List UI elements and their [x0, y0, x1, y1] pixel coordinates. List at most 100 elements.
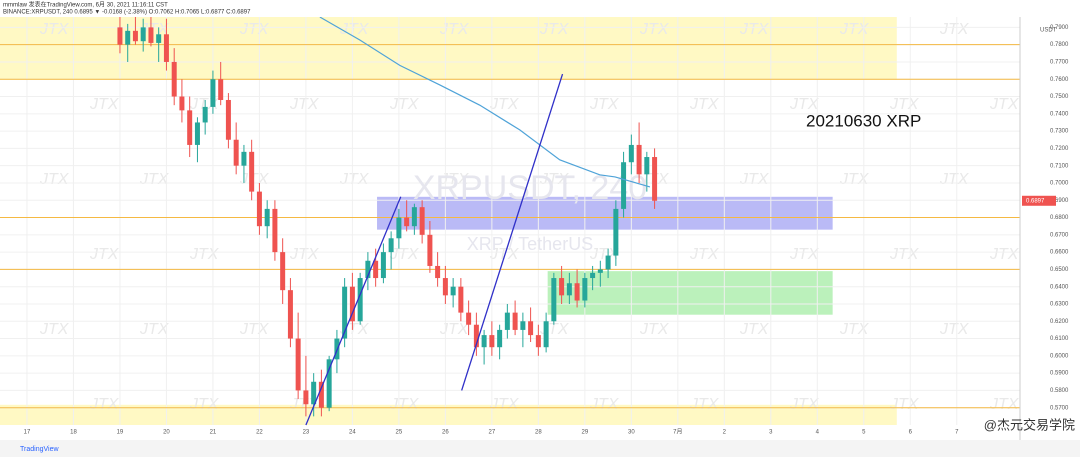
y-tick-label: 0.7000 [1050, 181, 1069, 187]
candle-body [125, 30, 131, 45]
candle-body [342, 286, 348, 339]
logo-watermark: JTX [989, 396, 1020, 413]
candle-body [481, 335, 487, 348]
logo-watermark: JTX [189, 246, 220, 263]
candle-body [442, 278, 448, 296]
candle-body [295, 338, 301, 391]
logo-watermark: JTX [939, 321, 970, 338]
candle-body [582, 278, 588, 301]
logo-watermark: JTX [39, 321, 70, 338]
candle-body [566, 283, 572, 296]
candle-body [357, 278, 363, 322]
candle-body [326, 359, 332, 408]
x-tick-label: 20 [163, 430, 170, 436]
candle-body [233, 139, 239, 166]
candle-body [349, 286, 355, 322]
candle-body [179, 96, 185, 111]
candle-body [388, 238, 394, 253]
y-tick-label: 0.6000 [1050, 353, 1069, 359]
y-tick-label: 0.6200 [1050, 319, 1069, 325]
logo-watermark: JTX [39, 21, 70, 38]
x-tick-label: 7月 [673, 429, 682, 436]
candle-body [528, 321, 534, 336]
zone [547, 271, 833, 315]
logo-watermark: JTX [789, 96, 820, 113]
y-tick-label: 0.7600 [1050, 77, 1069, 83]
logo-watermark: JTX [339, 21, 370, 38]
x-tick-label: 7 [955, 430, 959, 436]
logo-watermark: JTX [439, 171, 470, 188]
x-tick-label: 24 [349, 430, 356, 436]
logo-watermark: JTX [89, 246, 120, 263]
logo: TradingView [20, 446, 59, 453]
candle-body [466, 312, 472, 325]
candle-body [225, 99, 231, 140]
candle-body [287, 290, 293, 339]
logo-watermark: JTX [789, 396, 820, 413]
candle-body [272, 208, 278, 253]
candle-body [311, 381, 317, 405]
candle-body [590, 272, 596, 279]
candle-body [202, 106, 208, 123]
x-tick-label: 25 [396, 430, 403, 436]
logo-watermark: JTX [589, 246, 620, 263]
candle-body [380, 252, 386, 279]
logo-watermark: JTX [839, 171, 870, 188]
candle-body [559, 278, 565, 296]
candle-body [264, 208, 270, 227]
x-tick-label: 27 [489, 430, 496, 436]
candle-body [473, 324, 479, 348]
x-tick-label: 18 [70, 430, 77, 436]
y-tick-label: 0.7400 [1050, 111, 1069, 117]
logo-watermark: JTX [239, 21, 270, 38]
header-line: mmmlaw 发表在TradingView.com, 6月 30, 2021 1… [3, 1, 168, 9]
candle-body [512, 312, 518, 330]
last-price-box [1022, 195, 1056, 206]
candle-body [171, 61, 177, 97]
logo-watermark: JTX [289, 246, 320, 263]
logo-watermark: JTX [439, 321, 470, 338]
trendline [305, 196, 402, 426]
candle-body [504, 312, 510, 330]
candle-body [117, 27, 123, 45]
logo-watermark: JTX [589, 96, 620, 113]
candle-body [613, 208, 619, 256]
candle-body [636, 144, 642, 175]
candle-body [373, 260, 379, 279]
annotation: 20210630 XRP [806, 111, 921, 130]
candle-body [249, 151, 255, 192]
candle-body [628, 144, 634, 163]
footer-watermark: @杰元交易学院 [984, 417, 1075, 432]
x-tick-label: 5 [862, 430, 866, 436]
zone [0, 404, 897, 425]
y-tick-label: 0.7900 [1050, 25, 1069, 31]
candle-body [489, 335, 495, 348]
candle-body [132, 30, 138, 42]
unit-label: USDT [1040, 28, 1057, 34]
logo-watermark: JTX [889, 246, 920, 263]
logo-watermark: JTX [639, 321, 670, 338]
candle-body [419, 207, 425, 235]
price-axis [1020, 0, 1080, 440]
y-tick-label: 0.6700 [1050, 232, 1069, 238]
candle-body [241, 151, 247, 166]
candle-body [210, 79, 216, 107]
candle-body [148, 27, 154, 43]
x-tick-label: 23 [303, 430, 310, 436]
logo-watermark: JTX [789, 246, 820, 263]
x-tick-label: 30 [628, 430, 635, 436]
logo-watermark: JTX [89, 96, 120, 113]
candle-body [194, 122, 200, 145]
candle-body [396, 217, 402, 239]
logo-watermark: JTX [139, 321, 170, 338]
candle-body [551, 278, 557, 322]
logo-watermark: JTX [289, 96, 320, 113]
x-tick-label: 6 [909, 430, 913, 436]
logo-watermark: JTX [489, 96, 520, 113]
candle-body [303, 390, 309, 405]
zone [377, 196, 833, 230]
x-tick-label: 28 [535, 430, 542, 436]
logo-watermark: JTX [639, 21, 670, 38]
candle-body [497, 329, 503, 348]
y-tick-label: 0.6600 [1050, 250, 1069, 256]
